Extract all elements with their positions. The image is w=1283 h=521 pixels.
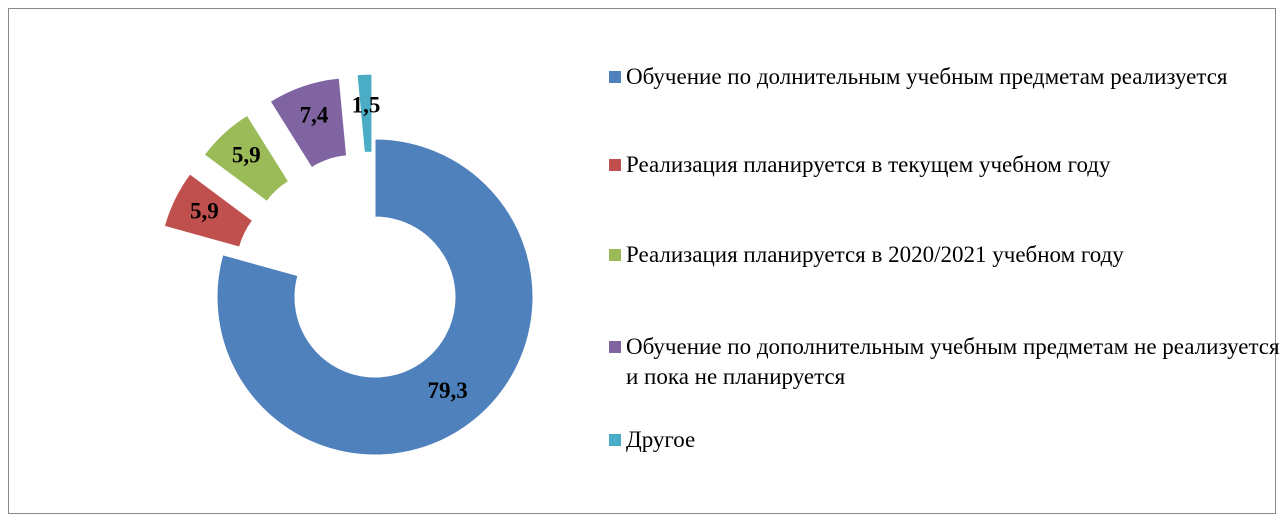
legend-label: Обучение по долнительным учебным предмет… [626, 64, 1228, 89]
legend-entry: Реализация планируется в 2020/2021 учебн… [607, 240, 1283, 270]
legend-swatch [609, 159, 621, 171]
donut-slice [216, 138, 534, 456]
legend-swatch [609, 249, 621, 261]
legend-entry: Реализация планируется в текущем учебном… [607, 150, 1283, 180]
legend-label: Реализация планируется в 2020/2021 учебн… [626, 242, 1124, 267]
legend-swatch [609, 434, 621, 446]
donut-slice [356, 73, 373, 153]
chart-frame [8, 8, 1276, 514]
donut-slice [203, 114, 290, 203]
data-label: 5,9 [190, 199, 219, 224]
legend-swatch [609, 71, 621, 83]
legend-label: Другое [626, 427, 696, 452]
legend-label: Реализация планируется в текущем учебном… [626, 152, 1111, 177]
donut-slice [269, 77, 348, 169]
legend-entry: Другое [607, 425, 1283, 455]
data-label: 7,4 [300, 102, 329, 127]
data-label: 1,5 [352, 92, 381, 117]
legend-entry: Обучение по долнительным учебным предмет… [607, 62, 1283, 92]
legend-swatch [609, 341, 621, 353]
data-label: 79,3 [428, 378, 468, 403]
legend-entry: Обучение по дополнительным учебным предм… [607, 332, 1283, 392]
data-label: 5,9 [232, 143, 261, 168]
legend-label: Обучение по дополнительным учебным предм… [626, 334, 1280, 389]
donut-slice [163, 173, 254, 248]
